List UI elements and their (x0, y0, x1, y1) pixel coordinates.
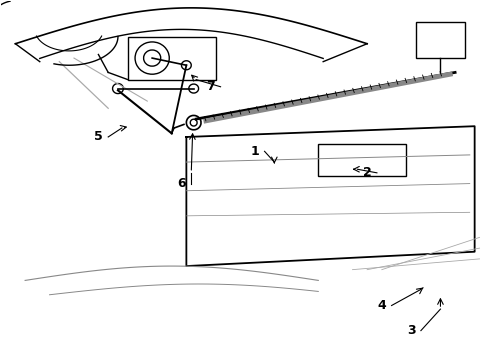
Text: 4: 4 (377, 299, 386, 312)
Text: 3: 3 (407, 324, 416, 337)
Bar (318, 144, 406, 176)
Text: 7: 7 (206, 80, 215, 93)
Text: 6: 6 (177, 177, 186, 190)
Bar (416, 22, 465, 58)
Text: 2: 2 (363, 166, 371, 179)
Text: 1: 1 (250, 145, 259, 158)
Bar (128, 37, 216, 80)
Text: 5: 5 (94, 130, 103, 144)
